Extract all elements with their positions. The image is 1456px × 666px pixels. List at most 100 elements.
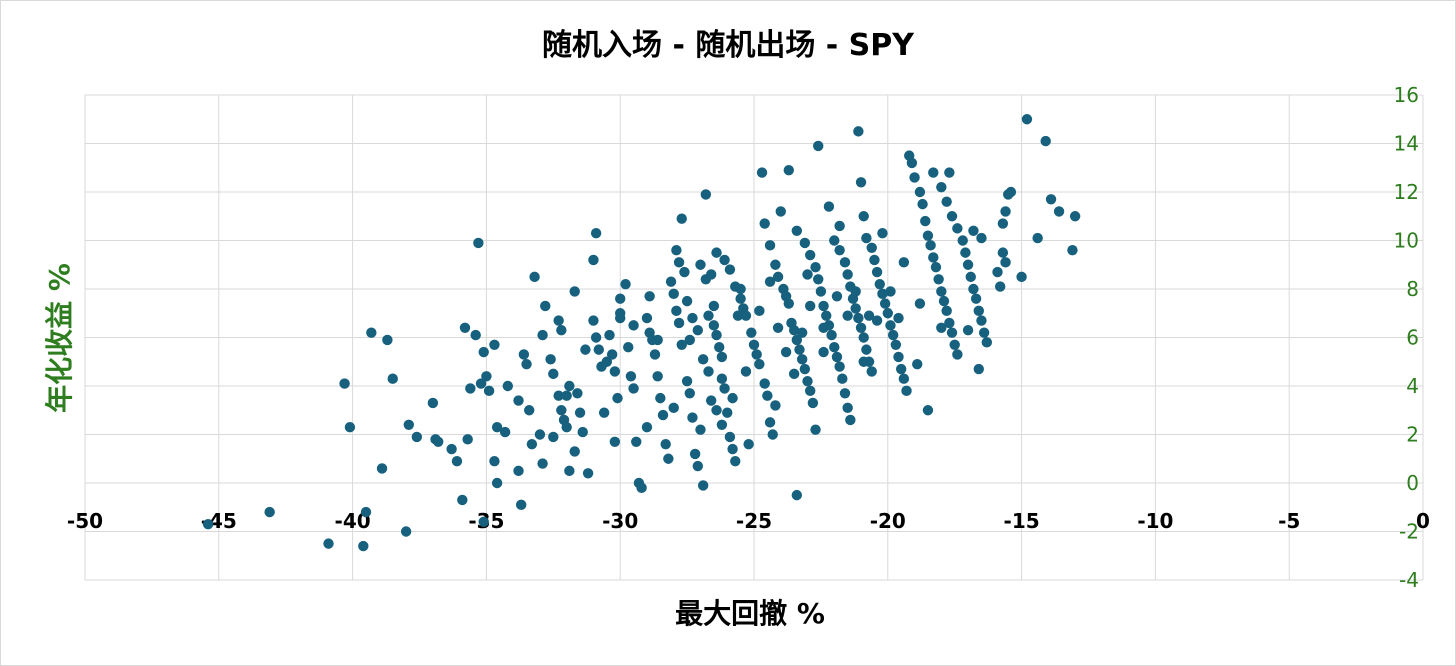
data-point xyxy=(537,458,548,469)
data-point xyxy=(869,254,880,266)
data-point xyxy=(839,388,851,399)
data-point xyxy=(855,322,867,333)
data-point xyxy=(521,358,532,370)
data-point xyxy=(564,380,575,392)
data-point xyxy=(804,385,816,397)
data-point xyxy=(877,228,888,239)
data-point xyxy=(671,305,682,317)
data-point xyxy=(845,414,856,426)
data-point xyxy=(944,167,955,178)
data-point xyxy=(858,356,869,367)
data-point xyxy=(842,310,853,321)
data-point xyxy=(382,334,393,346)
data-point xyxy=(807,397,819,409)
data-point xyxy=(660,439,671,450)
data-point xyxy=(703,366,714,377)
data-point xyxy=(323,538,334,549)
data-point xyxy=(861,344,872,355)
data-point xyxy=(714,342,725,353)
data-point xyxy=(813,140,824,152)
data-point xyxy=(722,407,733,418)
grid-lines xyxy=(84,94,1424,581)
data-point xyxy=(684,388,695,399)
data-point xyxy=(802,269,813,280)
data-point xyxy=(751,349,762,360)
data-point xyxy=(802,375,813,387)
data-point xyxy=(829,235,840,246)
data-point xyxy=(839,257,851,268)
data-point xyxy=(673,257,685,268)
data-point xyxy=(933,274,944,285)
y-tick-label: 0 xyxy=(1406,471,1419,495)
data-point xyxy=(922,405,934,416)
data-point xyxy=(834,220,845,232)
data-point xyxy=(925,240,936,251)
data-point xyxy=(697,354,709,365)
data-point xyxy=(636,482,647,494)
data-point xyxy=(601,356,613,367)
data-point xyxy=(855,177,867,188)
data-point xyxy=(631,436,642,447)
data-point xyxy=(837,373,848,384)
y-tick-label: -2 xyxy=(1399,520,1419,544)
y-tick-labels: -4 -2 0 2 4 6 8 10 12 14 16 xyxy=(1394,83,1419,592)
data-point xyxy=(863,310,875,321)
data-point xyxy=(481,371,492,382)
data-point xyxy=(489,455,500,467)
data-point xyxy=(764,240,776,251)
data-point xyxy=(906,157,918,169)
data-point xyxy=(400,526,412,537)
data-point xyxy=(1069,211,1081,222)
data-point xyxy=(473,237,484,249)
data-point xyxy=(695,424,706,435)
data-point xyxy=(748,339,760,350)
data-point xyxy=(540,300,551,312)
data-point xyxy=(644,291,655,302)
data-point xyxy=(673,317,685,329)
data-point xyxy=(612,392,623,404)
data-point xyxy=(561,422,572,433)
x-tick-labels: -50-45-40-35-30-25-20-15-10-50 xyxy=(67,509,1430,533)
data-point xyxy=(754,358,765,370)
data-point xyxy=(885,286,896,297)
data-point xyxy=(719,383,730,394)
data-point xyxy=(968,225,979,236)
data-point xyxy=(796,327,808,338)
data-point xyxy=(719,254,730,266)
data-point xyxy=(695,259,706,270)
data-point xyxy=(834,245,845,256)
data-point xyxy=(928,252,939,263)
data-point xyxy=(968,283,979,295)
data-point xyxy=(459,322,471,333)
data-point xyxy=(615,312,626,324)
data-point xyxy=(759,378,770,389)
data-point xyxy=(727,392,738,404)
data-point xyxy=(973,305,984,317)
data-point xyxy=(727,443,738,455)
data-point xyxy=(668,402,679,414)
x-tick-label: -10 xyxy=(1137,509,1173,533)
x-axis-label: 最大回撤 % xyxy=(675,597,825,630)
data-point xyxy=(339,378,350,389)
data-point xyxy=(411,431,423,443)
data-point xyxy=(858,211,869,222)
data-point xyxy=(491,477,503,489)
data-point xyxy=(465,383,476,394)
data-point xyxy=(1053,206,1065,217)
data-point xyxy=(764,417,776,428)
data-point xyxy=(799,363,811,375)
data-point xyxy=(759,218,770,229)
data-point xyxy=(681,295,693,307)
data-point xyxy=(952,223,963,234)
data-point xyxy=(556,325,567,336)
data-point xyxy=(655,392,666,404)
x-tick-label: -15 xyxy=(1004,509,1040,533)
data-point xyxy=(850,286,861,297)
data-point xyxy=(649,349,661,360)
data-point xyxy=(1000,257,1011,268)
data-point xyxy=(965,271,976,283)
data-point xyxy=(949,339,960,350)
data-point xyxy=(491,422,503,433)
data-point xyxy=(922,230,934,241)
data-point xyxy=(478,346,489,358)
